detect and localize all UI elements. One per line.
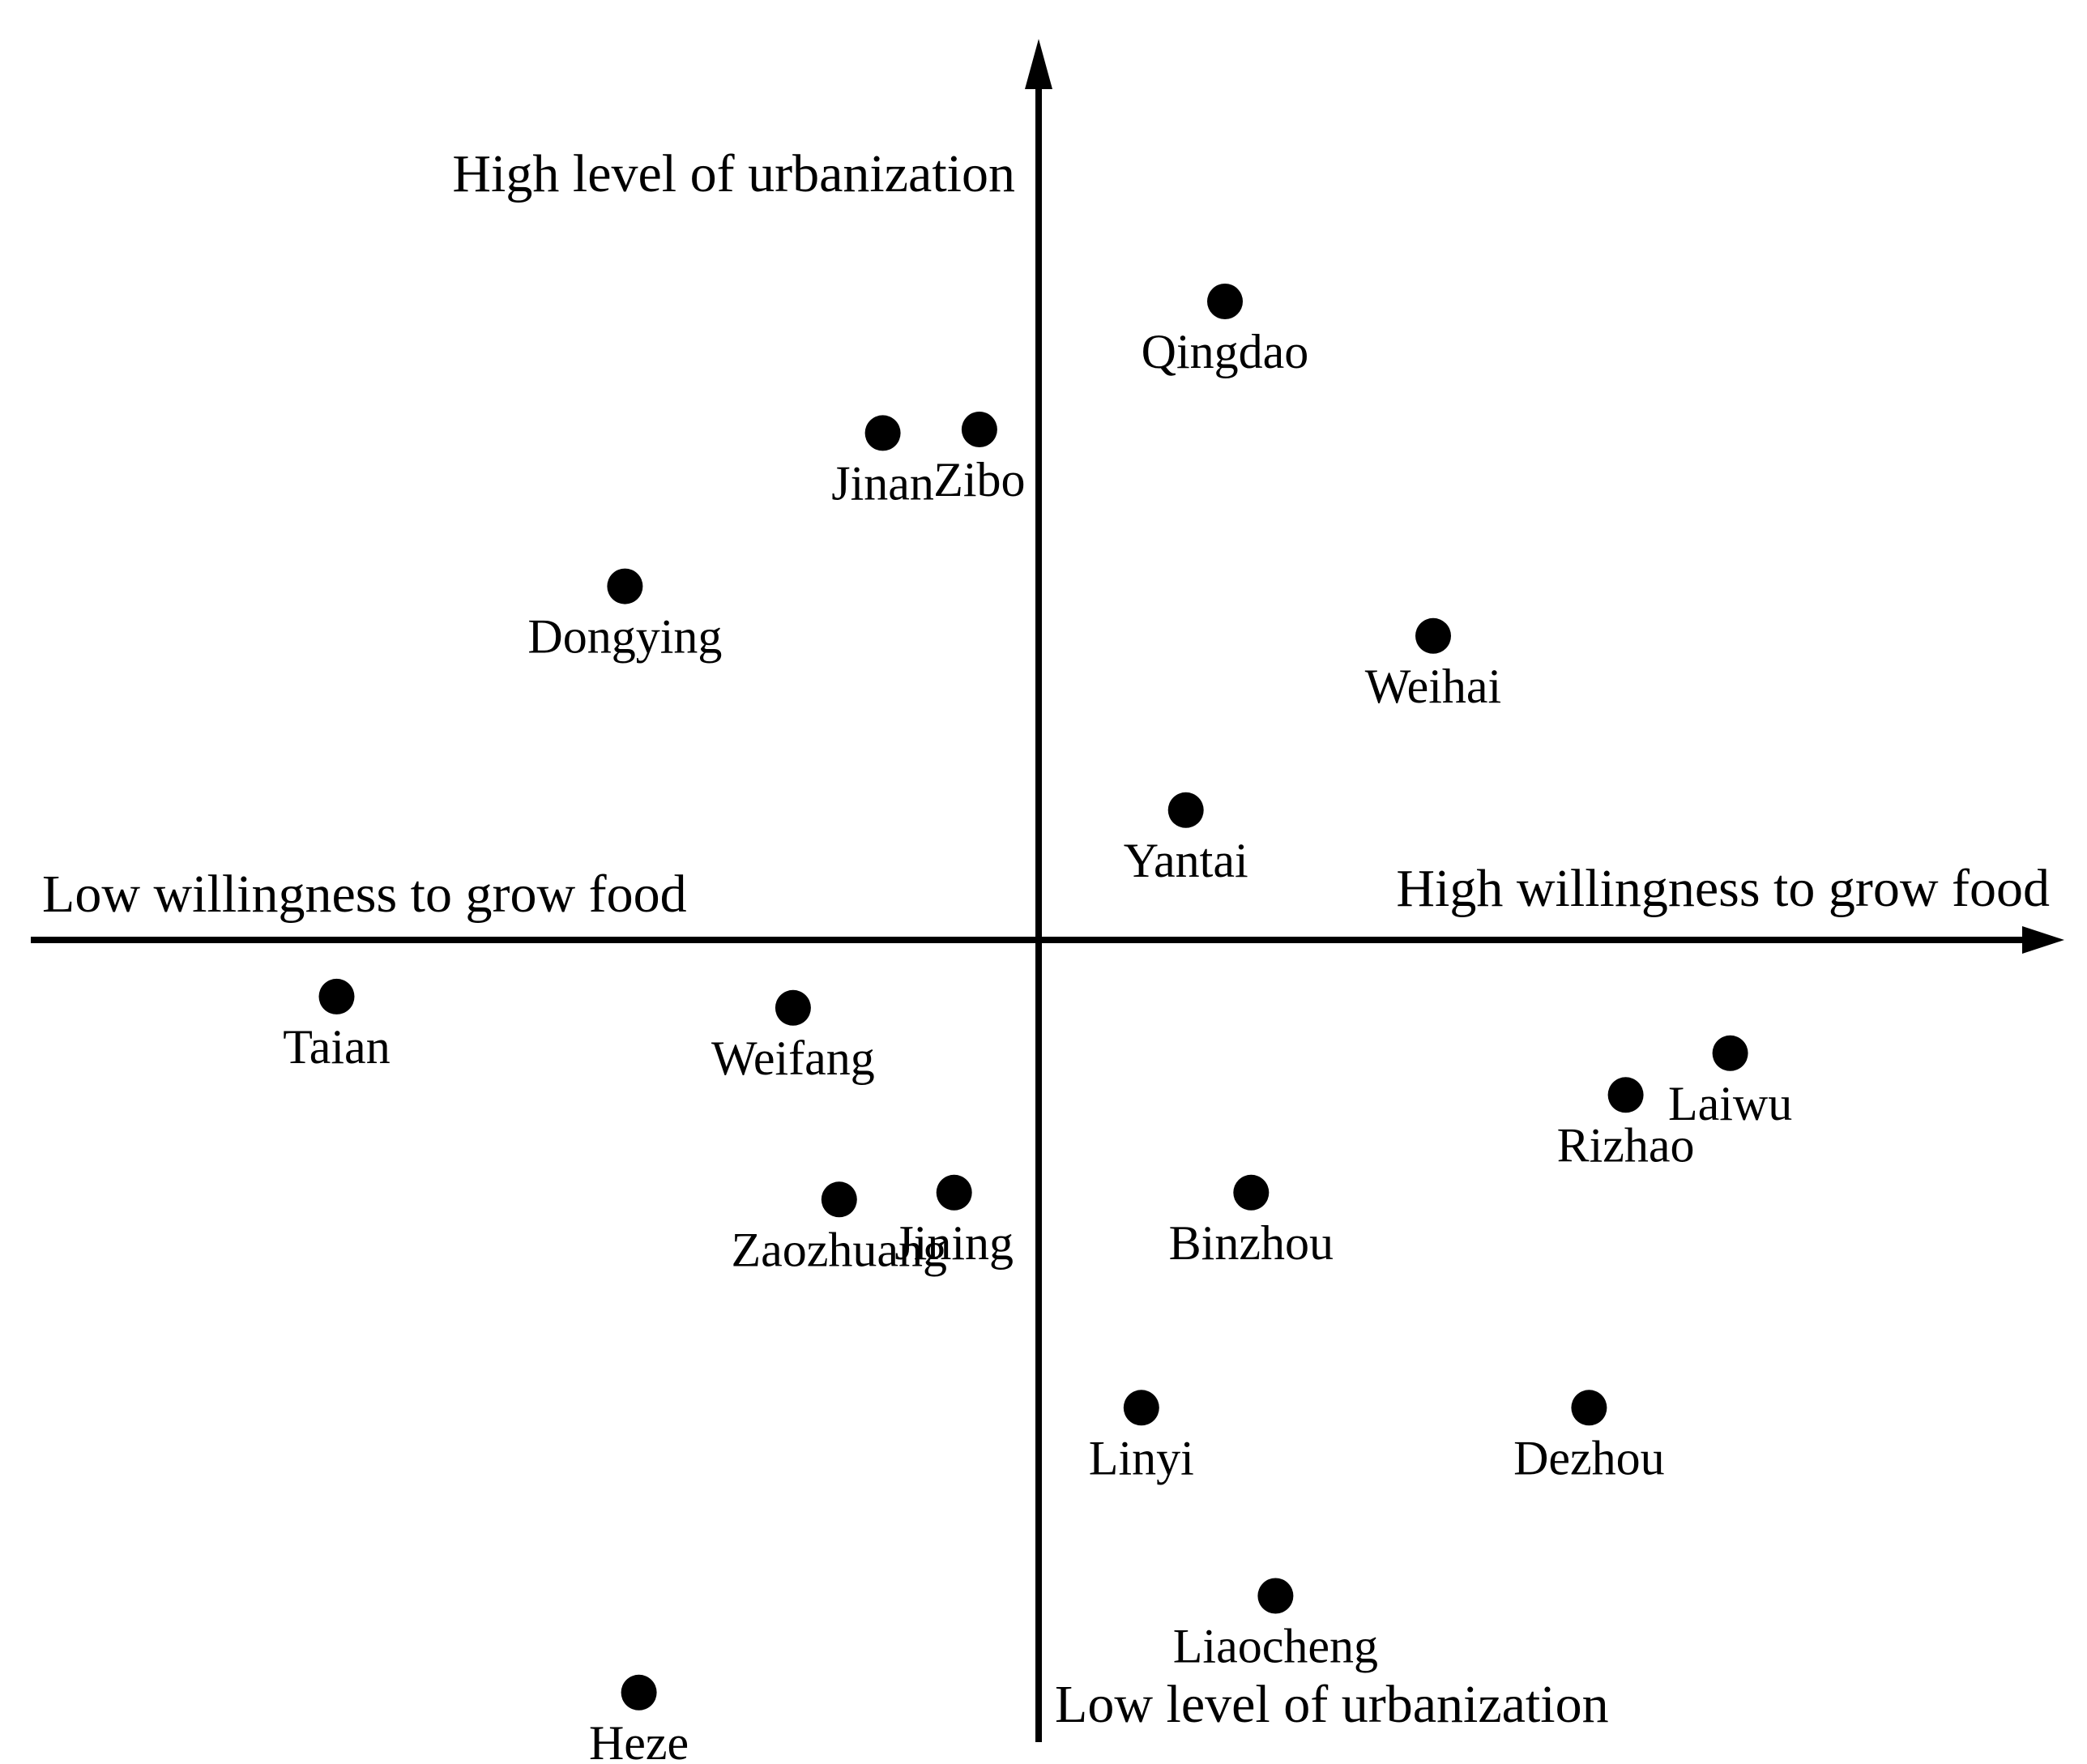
point-weifang — [775, 989, 811, 1026]
point-label-zaozhuang: Zaozhuang — [732, 1223, 948, 1276]
point-laiwu — [1712, 1035, 1748, 1071]
point-label-dongying: Dongying — [527, 610, 722, 664]
point-label-zibo: Zibo — [933, 453, 1025, 506]
point-heze — [621, 1674, 657, 1711]
point-label-weihai: Weihai — [1365, 660, 1501, 713]
point-rizhao — [1607, 1077, 1644, 1113]
point-dezhou — [1571, 1390, 1607, 1426]
point-label-jining: Jining — [894, 1216, 1014, 1270]
point-jining — [936, 1174, 972, 1211]
point-label-taian: Taian — [283, 1020, 390, 1074]
point-label-weifang: Weifang — [711, 1031, 875, 1085]
y-axis-label-positive: High level of urbanization — [452, 144, 1015, 203]
point-label-laiwu: Laiwu — [1668, 1077, 1792, 1130]
point-label-rizhao: Rizhao — [1557, 1118, 1695, 1172]
x-axis-arrowhead — [2022, 926, 2064, 954]
point-jinan — [864, 415, 901, 451]
point-qingdao — [1207, 284, 1243, 319]
y-axis-label-negative: Low level of urbanization — [1055, 1675, 1609, 1734]
x-axis-label-positive: High willingness to grow food — [1396, 859, 2050, 918]
x-axis-label-negative: Low willingness to grow food — [42, 865, 687, 924]
point-taian — [318, 978, 355, 1014]
point-binzhou — [1233, 1174, 1270, 1211]
point-linyi — [1123, 1390, 1159, 1426]
point-label-liaocheng: Liaocheng — [1173, 1620, 1378, 1673]
data-points: Qingdao Jinan Zibo Dongying Weihai Yantai Taia… — [283, 284, 1792, 1764]
point-yantai — [1167, 792, 1204, 828]
point-label-qingdao: Qingdao — [1142, 325, 1309, 378]
y-axis-arrowhead — [1025, 39, 1052, 89]
point-label-jinan: Jinan — [831, 456, 934, 510]
point-zibo — [961, 412, 997, 447]
point-weihai — [1415, 617, 1451, 654]
point-zaozhuang — [821, 1181, 857, 1218]
point-label-dezhou: Dezhou — [1513, 1431, 1665, 1484]
point-label-binzhou: Binzhou — [1169, 1216, 1334, 1270]
point-dongying — [607, 568, 643, 604]
point-label-linyi: Linyi — [1089, 1431, 1194, 1484]
point-label-yantai: Yantai — [1124, 834, 1248, 887]
point-label-heze: Heze — [589, 1716, 689, 1764]
point-liaocheng — [1257, 1578, 1294, 1614]
